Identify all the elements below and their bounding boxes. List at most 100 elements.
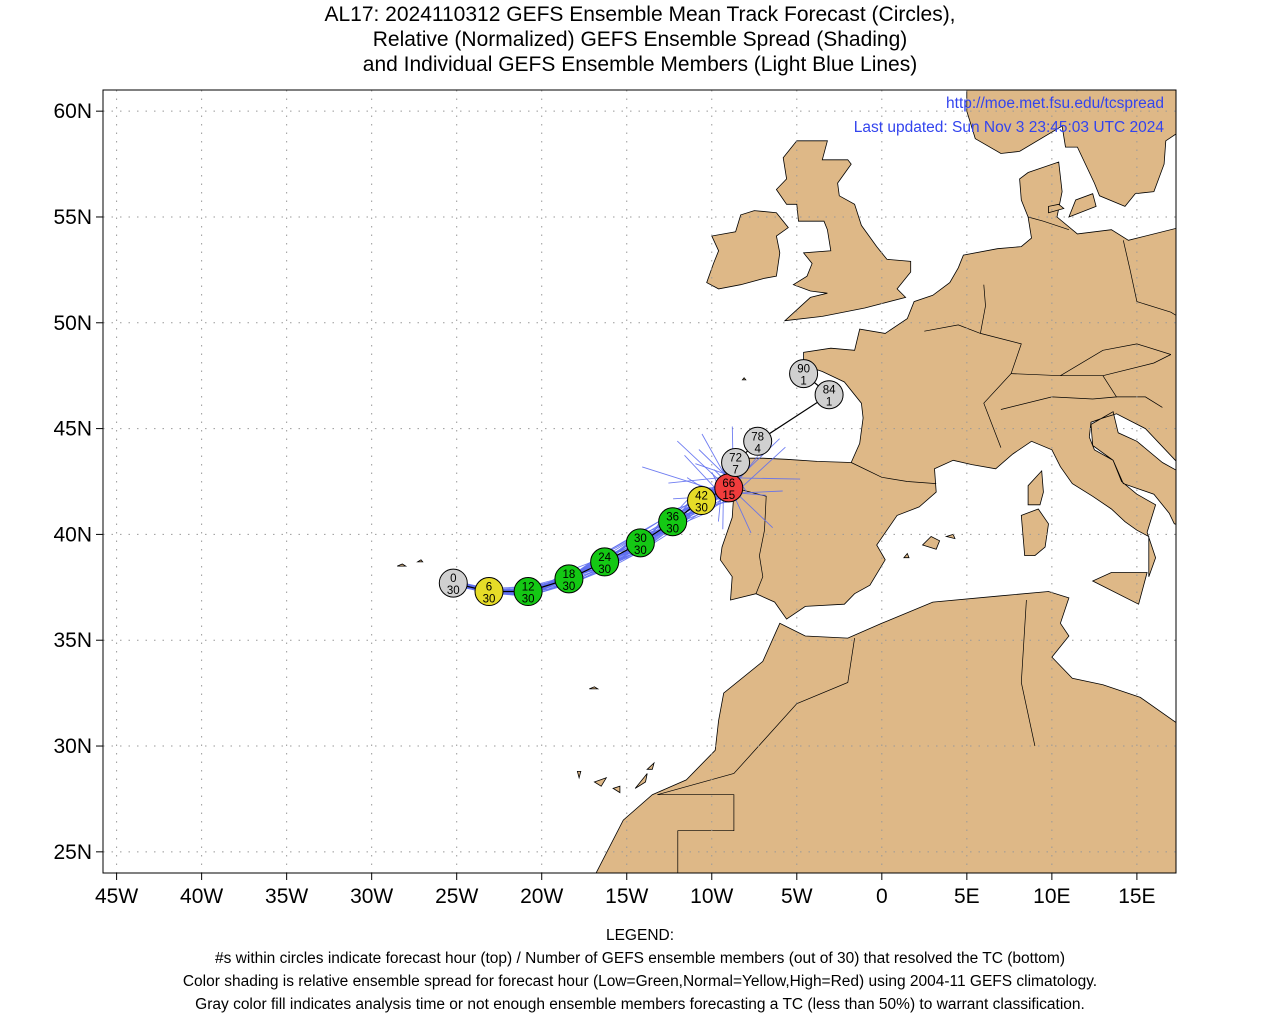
title-line-2: Relative (Normalized) GEFS Ensemble Spre… (372, 28, 908, 51)
menorca-land (944, 533, 956, 540)
title-line-3: and Individual GEFS Ensemble Members (Li… (362, 53, 918, 76)
border-8 (1028, 216, 1070, 231)
sicily-land (1091, 572, 1148, 605)
ibiza-land (903, 552, 910, 559)
lon-tick-label: 0 (876, 885, 888, 908)
legend-line-2: Color shading is relative ensemble sprea… (182, 973, 1098, 990)
border-11 (1102, 354, 1172, 377)
track-circle (438, 568, 468, 598)
member-count-label: 1 (800, 376, 806, 388)
forecast-hour-label: 84 (823, 385, 836, 397)
track-point: 630 (474, 577, 504, 607)
lat-tick-label: 35N (53, 629, 92, 652)
track-circle (687, 486, 717, 516)
member-count-label: 30 (563, 581, 576, 593)
ireland-land (706, 210, 789, 290)
member-count-label: 30 (522, 594, 535, 606)
mean-track-circles: 030 6301230183024303030363042306615727784… (438, 359, 844, 607)
track-circle (658, 507, 688, 537)
lanzarote-land (646, 761, 655, 770)
track-circle (721, 447, 751, 477)
forecast-hour-label: 24 (598, 552, 611, 564)
lat-tick-label: 60N (53, 100, 92, 123)
corsica-land (1027, 469, 1044, 506)
grancanaria-land (612, 785, 621, 794)
forecast-hour-label: 66 (722, 478, 735, 490)
legend: LEGEND: #s within circles indicate forec… (0, 924, 1280, 1016)
forecast-hour-label: 42 (695, 491, 708, 503)
member-count-label: 30 (666, 524, 679, 536)
axis-ticks: 45W 40W 35W 30W 25W 20W 15W 10W 5W 0 5E 10E 15E 60N 55… (53, 100, 1155, 908)
member-count-label: 1 (826, 397, 832, 409)
border-5 (924, 324, 1022, 448)
lapalma-land (576, 771, 582, 780)
africa-land (595, 591, 1176, 873)
member-count-label: 30 (634, 545, 647, 557)
forecast-hour-label: 6 (486, 582, 492, 594)
legend-line-3: Gray color fill indicates analysis time … (195, 996, 1085, 1013)
forecast-hour-label: 18 (563, 569, 576, 581)
track-point: 727 (721, 447, 751, 477)
track-point: 030 (438, 568, 468, 598)
sardinia-land (1020, 508, 1049, 556)
forecast-hour-label: 0 (450, 573, 456, 585)
gb-land (775, 140, 912, 322)
legend-heading: LEGEND: (605, 927, 675, 944)
track-circle (743, 426, 773, 456)
lat-tick-label: 55N (53, 206, 92, 229)
border-10 (1122, 240, 1176, 316)
member-count-label: 15 (722, 490, 735, 502)
source-url[interactable]: http://moe.met.fsu.edu/tcspread (946, 95, 1164, 112)
lon-tick-label: 20W (520, 885, 563, 908)
lon-tick-label: 25W (435, 885, 478, 908)
fyn-land (1048, 203, 1065, 214)
track-point: 901 (789, 359, 819, 389)
azores2-land (397, 563, 408, 567)
track-circle (554, 564, 584, 594)
lon-tick-label: 15E (1118, 885, 1155, 908)
legend-line-1: #s within circles indicate forecast hour… (215, 950, 1065, 967)
member-count-label: 30 (695, 503, 708, 515)
lon-tick-label: 10W (690, 885, 733, 908)
lon-tick-label: 30W (350, 885, 393, 908)
border-2 (657, 638, 855, 796)
member-count-label: 30 (447, 585, 460, 597)
track-circle (590, 547, 620, 577)
forecast-hour-label: 78 (751, 431, 764, 443)
lat-tick-label: 45N (53, 418, 92, 441)
lon-tick-label: 40W (180, 885, 223, 908)
lat-tick-label: 40N (53, 523, 92, 546)
forecast-hour-label: 90 (797, 364, 810, 376)
plot-frame (102, 89, 1177, 874)
member-count-label: 7 (732, 464, 738, 476)
border-12 (1116, 396, 1163, 408)
border-9 (1060, 343, 1172, 377)
forecast-hour-label: 36 (666, 512, 679, 524)
member-count-label: 30 (483, 594, 496, 606)
member-count-label: 30 (598, 564, 611, 576)
zealand-land (1068, 193, 1097, 218)
forecast-hour-label: 12 (522, 582, 535, 594)
lon-tick-label: 45W (95, 885, 138, 908)
track-circle (625, 528, 655, 558)
lon-tick-label: 10E (1033, 885, 1070, 908)
madeira-land (589, 686, 600, 690)
track-circle (474, 577, 504, 607)
fuerteventura-land (634, 773, 648, 789)
smallisland1-land (741, 377, 747, 381)
member-track (453, 477, 801, 591)
lon-tick-label: 35W (265, 885, 308, 908)
mallorca-land (921, 536, 941, 550)
lon-tick-label: 5E (954, 885, 980, 908)
lon-tick-label: 15W (605, 885, 648, 908)
title-line-1: AL17: 2024110312 GEFS Ensemble Mean Trac… (324, 3, 956, 26)
border-6 (980, 284, 986, 334)
lat-tick-label: 50N (53, 312, 92, 335)
